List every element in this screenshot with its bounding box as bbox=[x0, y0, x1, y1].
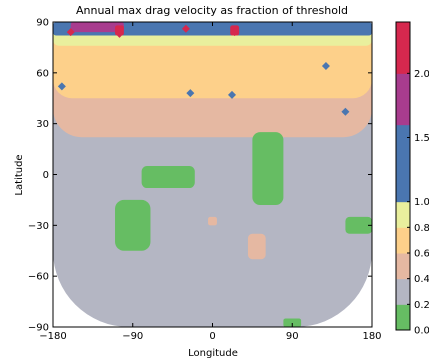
y-tick-label: 30 bbox=[36, 119, 49, 130]
y-tick-label: −60 bbox=[28, 272, 49, 283]
colorbar-tick-label: 0.8 bbox=[414, 223, 429, 234]
colorbar-band bbox=[396, 227, 410, 254]
colorbar-band bbox=[396, 201, 410, 228]
contour-spot bbox=[66, 28, 75, 37]
contour-region bbox=[345, 216, 372, 234]
colorbar-tick-label: 2.0 bbox=[414, 69, 429, 80]
y-tick-label: −90 bbox=[28, 323, 49, 334]
colorbar-tick-label: 0.6 bbox=[414, 249, 429, 260]
x-tick-label: 90 bbox=[286, 331, 299, 342]
y-tick-label: 60 bbox=[36, 68, 49, 79]
contour-region bbox=[70, 22, 124, 33]
y-tick-label: 90 bbox=[36, 18, 49, 29]
contour-spot bbox=[341, 107, 350, 116]
colorbar-band bbox=[396, 73, 410, 100]
contour-spot bbox=[321, 62, 330, 71]
contour-region bbox=[247, 233, 266, 260]
x-tick-label: −90 bbox=[122, 331, 143, 342]
x-tick-label: 0 bbox=[209, 331, 215, 342]
colorbar-band bbox=[396, 253, 410, 280]
colorbar-tick-label: 1.0 bbox=[414, 197, 429, 208]
y-axis-label: Latitude bbox=[14, 154, 25, 195]
colorbar-band bbox=[396, 176, 410, 203]
colorbar-band bbox=[396, 150, 410, 177]
contour-spot bbox=[181, 24, 190, 33]
colorbar-band bbox=[396, 22, 410, 49]
colorbar-tick-label: 1.5 bbox=[414, 133, 429, 144]
x-axis-label: Longitude bbox=[188, 348, 238, 359]
contour-region bbox=[115, 199, 151, 251]
contour-region bbox=[208, 216, 217, 226]
colorbar-frame bbox=[395, 21, 411, 331]
chart-title: Annual max drag velocity as fraction of … bbox=[76, 4, 348, 17]
x-tick-label: 180 bbox=[362, 331, 381, 342]
contour-fill bbox=[53, 22, 372, 327]
contour-region bbox=[141, 166, 195, 189]
x-tick-label: −180 bbox=[39, 331, 66, 342]
contour-spot bbox=[115, 29, 124, 38]
colorbar-band bbox=[396, 304, 410, 331]
colorbar-band bbox=[396, 124, 410, 151]
contour-spot bbox=[230, 28, 239, 37]
colorbar-band bbox=[396, 99, 410, 126]
colorbar-band bbox=[396, 278, 410, 305]
contour-region bbox=[283, 318, 302, 327]
colorbar-tick-label: 0.0 bbox=[414, 326, 429, 337]
contour-region bbox=[252, 132, 284, 205]
contour-spot bbox=[227, 90, 236, 99]
y-tick-label: 0 bbox=[43, 170, 49, 181]
plot-area bbox=[53, 22, 372, 327]
contour-spot bbox=[57, 82, 66, 91]
y-tick-label: −30 bbox=[28, 221, 49, 232]
contour-spot bbox=[186, 89, 195, 98]
colorbar: 0.0 0.2 0.4 0.6 0.8 1.0 1.5 2.0 bbox=[395, 21, 429, 337]
colorbar-tick-label: 0.2 bbox=[414, 300, 429, 311]
colorbar-band bbox=[396, 47, 410, 74]
colorbar-tick-label: 0.4 bbox=[414, 274, 429, 285]
